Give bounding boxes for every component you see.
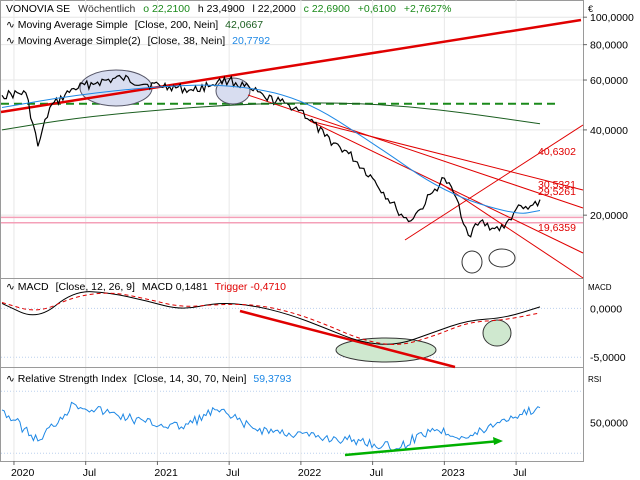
rsi-uptrend-line	[344, 439, 501, 457]
ma200-params: [Close, 200, Nein]	[135, 19, 219, 31]
level-label-2: 30,5321	[538, 179, 576, 191]
rsi-params: [Close, 14, 30, 70, Nein]	[134, 373, 247, 385]
high-value: h 23,4900	[198, 3, 245, 15]
trigger-value: Trigger -0,4710	[215, 281, 287, 293]
level-label-4: 19,6359	[538, 222, 576, 234]
y-tick-labels: 100,0000 80,0000 60,0000 40,0000 20,0000 0,00…	[590, 12, 634, 429]
level-label-3: 29,5261	[538, 186, 576, 198]
rsi-panel-frame	[0, 367, 584, 462]
ma38-icon: ∿	[6, 35, 18, 47]
change-value: +0,6100	[358, 3, 396, 15]
svg-text:∿ Relative Strength Ind: ∿ Relative Strength Index [Close, 14, 30…	[6, 373, 291, 385]
trend-lines	[0, 18, 584, 279]
price-tick-label: 80,0000	[590, 40, 628, 52]
price-series	[1, 74, 541, 238]
svg-text:∿ Moving Average Simple: ∿ Moving Average Simple(2) [Close, 38, N…	[6, 35, 270, 47]
currency-label: €	[588, 4, 593, 14]
macd-tick-label: -5,0000	[590, 352, 626, 364]
ma38-params: [Close, 38, Nein]	[148, 35, 226, 47]
low-value: l 22,2000	[253, 3, 296, 15]
rsi-value: 59,3793	[253, 373, 291, 385]
change-pct-value: +2,7627%	[404, 3, 452, 15]
ma38-label: Moving Average Simple(2)	[18, 35, 141, 47]
x-tick-label: 2023	[441, 467, 465, 479]
ma38-value: 20,7792	[232, 35, 270, 47]
x-tick-label: Jul	[83, 467, 96, 479]
x-tick-labels: 2020 Jul 2021 Jul 2022 Jul 2023 Jul	[11, 467, 527, 479]
rsi-label: Relative Strength Index	[18, 373, 128, 385]
macd-axis-label: MACD	[588, 283, 612, 292]
macd-tick-label: 0,0000	[590, 303, 622, 315]
macd-cross-ellipse	[482, 319, 512, 347]
support-bands	[1, 102, 583, 224]
price-tick-label: 40,0000	[590, 125, 628, 137]
long-uptrend-line	[0, 18, 582, 114]
level-label-1: 40,6302	[538, 146, 576, 158]
ma200-label: Moving Average Simple	[18, 19, 128, 31]
rsi-tick-label: 50,0000	[590, 417, 628, 429]
ma200-value: 42,0667	[225, 19, 263, 31]
svg-text:∿ MACD [Close, 12: ∿ MACD [Close, 12, 26, 9] MACD 0,1481 Tr…	[6, 281, 286, 293]
macd-series	[1, 291, 541, 369]
price-tick-label: 20,0000	[590, 210, 628, 222]
uptrend-channel-line	[404, 124, 584, 241]
svg-text:∿ Moving Average Simple: ∿ Moving Average Simple [Close, 200, Nei…	[6, 19, 263, 31]
macd-line	[1, 291, 541, 345]
close-value: c 22,6900	[304, 3, 350, 15]
downtrend-line-2	[247, 94, 584, 209]
svg-text:VONOVIA SE Wöchentlich: VONOVIA SE Wöchentlich o 22,2100 h 23,49…	[6, 3, 451, 15]
macd-downtrend-line	[239, 309, 456, 369]
bottom-ellipse-left	[461, 250, 483, 274]
rsi-series	[1, 401, 541, 457]
x-tick-label: Jul	[226, 467, 239, 479]
macd-label: MACD	[18, 281, 49, 293]
retracement-line	[439, 182, 584, 279]
x-tick-label: Jul	[370, 467, 383, 479]
x-tick-label: 2022	[298, 467, 322, 479]
rsi-arrow-head	[493, 437, 503, 445]
price-tick-label: 100,0000	[590, 12, 634, 24]
rsi-icon: ∿	[6, 373, 18, 385]
price-grid	[1, 16, 587, 216]
bottom-ellipse-right	[488, 248, 516, 268]
macd-value: MACD 0,1481	[142, 281, 208, 293]
rsi-grid	[1, 390, 583, 454]
x-tick-label: 2020	[11, 467, 35, 479]
period-label: Wöchentlich	[78, 3, 135, 15]
macd-params: [Close, 12, 26, 9]	[56, 281, 135, 293]
ma38-line	[1, 84, 541, 214]
ma200-icon: ∿	[6, 19, 18, 31]
macd-grid	[1, 307, 583, 358]
ma200-line	[1, 102, 541, 131]
x-grid	[13, 0, 517, 465]
open-value: o 22,2100	[143, 3, 190, 15]
close-price-line	[1, 74, 541, 238]
rsi-axis-label: RSI	[588, 375, 601, 384]
rsi-line	[1, 401, 541, 452]
x-tick-label: 2021	[154, 467, 178, 479]
symbol-label: VONOVIA SE	[6, 3, 70, 15]
price-tick-label: 60,0000	[590, 75, 628, 87]
x-tick-label: Jul	[513, 467, 526, 479]
macd-icon: ∿	[6, 281, 18, 293]
